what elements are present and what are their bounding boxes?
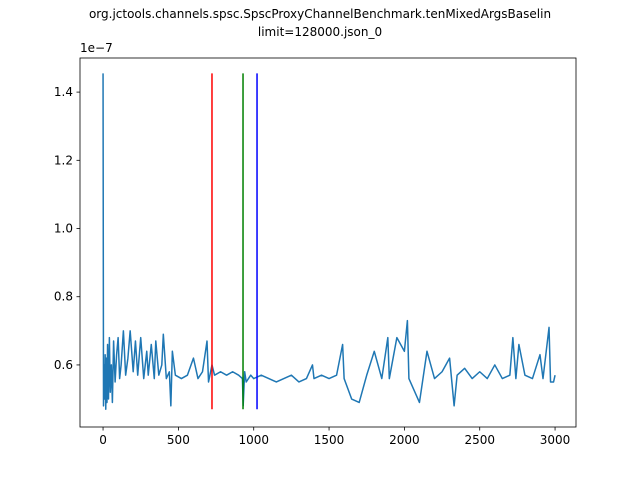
chart-title: org.jctools.channels.spsc.SpscProxyChann… — [89, 7, 551, 21]
x-tick-label: 3000 — [540, 433, 571, 447]
x-tick-label: 1500 — [314, 433, 345, 447]
y-tick-label: 0.6 — [54, 358, 73, 372]
y-tick-label: 1.4 — [54, 85, 73, 99]
y-tick-label: 0.8 — [54, 290, 73, 304]
y-tick-label: 1.0 — [54, 222, 73, 236]
y-tick-label: 1.2 — [54, 153, 73, 167]
y-offset-label: 1e−7 — [80, 41, 113, 55]
x-tick-label: 2500 — [464, 433, 495, 447]
x-tick-label: 0 — [99, 433, 107, 447]
x-tick-label: 1000 — [238, 433, 269, 447]
x-tick-label: 2000 — [389, 433, 420, 447]
line-series — [102, 73, 556, 411]
plot-frame — [79, 57, 577, 428]
chart-title: limit=128000.json_0 — [258, 25, 382, 39]
x-tick-label: 500 — [167, 433, 190, 447]
